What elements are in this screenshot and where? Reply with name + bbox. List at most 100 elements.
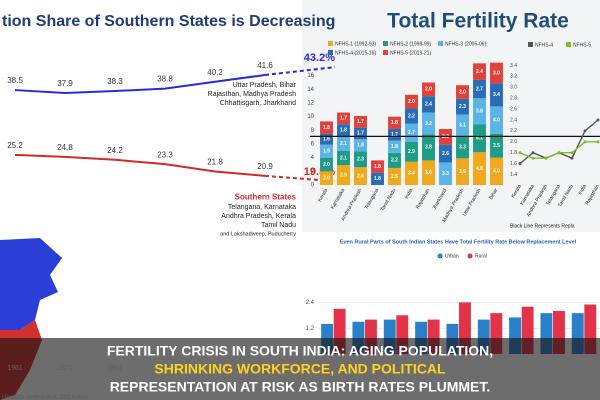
legend-swatch [528, 42, 533, 47]
y-tick-label: 1.6 [510, 161, 517, 167]
y-tick-label: 1.4 [510, 172, 517, 178]
bar [415, 321, 428, 354]
series-point [557, 151, 561, 155]
series-point [570, 156, 574, 160]
bar-segment [320, 133, 333, 145]
data-label: 21.8 [207, 158, 223, 167]
series-point [596, 118, 600, 122]
y-tick-label: 10 [307, 114, 314, 120]
bar-segment [320, 171, 333, 185]
data-label: 1.8 [323, 125, 330, 131]
bar [365, 319, 377, 354]
bar-segment [337, 165, 350, 185]
data-label: 2.3 [442, 134, 449, 140]
data-label: 2.3 [357, 157, 364, 163]
bar-segment [337, 124, 350, 137]
bar-segment [388, 128, 401, 141]
data-label: 24.2 [107, 146, 123, 155]
bar-segment [320, 121, 333, 134]
data-label: 4.0 [493, 117, 500, 123]
series-point [518, 162, 522, 166]
y-tick-label: 12 [307, 101, 314, 107]
data-label: 2.3 [459, 104, 466, 110]
bar-segment [439, 162, 452, 185]
data-label: 2.0 [408, 99, 415, 105]
bar-segment [405, 108, 418, 124]
legend-label: NFHS-4 (2015-16) [335, 50, 376, 56]
data-label: 1.7 [391, 132, 398, 138]
bar-segment [405, 141, 418, 162]
data-label: 1.8 [357, 143, 364, 149]
data-label: 4.1 [476, 136, 483, 142]
bar [352, 321, 365, 354]
bar-segment [490, 83, 503, 107]
data-label: 1.8 [340, 128, 347, 134]
data-label: 25.2 [7, 141, 23, 150]
data-label: 2.6 [442, 151, 449, 157]
data-label: 3.4 [408, 171, 415, 177]
legend-label: Urban [445, 253, 459, 259]
data-label: 1.7 [357, 131, 364, 137]
data-label: 3.8 [476, 109, 483, 115]
data-label: 2.0 [323, 162, 330, 168]
bar-segment [473, 152, 486, 185]
series-point [570, 151, 574, 155]
data-label: 2.2 [391, 158, 398, 164]
bar-segment [422, 82, 435, 97]
bar-segment [473, 79, 486, 99]
series-point [518, 151, 522, 155]
y-tick-label: 3.4 [510, 63, 517, 69]
bar [571, 313, 584, 354]
legend-label: NFHS-5 [573, 42, 591, 48]
bar [521, 306, 534, 354]
data-label: 41.6 [257, 61, 273, 70]
y-tick-label: 2.4 [510, 117, 517, 123]
bar-segment [473, 98, 486, 125]
data-label: 3.0 [493, 70, 500, 76]
data-label: 2.6 [357, 173, 364, 179]
caption-band [0, 338, 600, 400]
y-tick-label: 2.4 [306, 300, 315, 306]
bar-segment [456, 135, 469, 159]
bar-segment [388, 116, 401, 129]
data-label: 38.8 [157, 75, 173, 84]
bar-segment [490, 133, 503, 158]
y-tick-label: 2.2 [510, 128, 517, 134]
bar-segment [320, 157, 333, 172]
y-tick-label: 3.2 [510, 74, 517, 80]
bar-segment [490, 157, 503, 185]
bar-segment [422, 96, 435, 113]
bar-segment [422, 112, 435, 135]
series-line [14, 153, 266, 177]
legend-label: NFHS-2 (1998-99) [390, 41, 431, 47]
data-label: 3.2 [425, 121, 432, 127]
bar-segment [354, 139, 367, 152]
bar-segment [473, 124, 486, 153]
data-label: 2.7 [476, 86, 483, 92]
bar-segment [456, 158, 469, 185]
bar [553, 311, 565, 354]
legend-swatch [566, 42, 571, 47]
y-tick-label: 2.6 [510, 106, 517, 112]
bar [584, 304, 597, 354]
data-label: 2.9 [340, 172, 347, 178]
series-projection [264, 66, 336, 76]
data-label: 2.5 [391, 174, 398, 180]
data-label: 2.4 [425, 102, 432, 108]
data-label: 3.3 [459, 144, 466, 150]
data-label: 2.7 [408, 130, 415, 136]
data-label: 1.9 [323, 149, 330, 155]
bar-segment [371, 172, 384, 185]
data-label: 2.0 [459, 89, 466, 95]
data-label: 3.1 [459, 123, 466, 129]
data-label: 20.9 [257, 162, 273, 171]
data-label: 3.9 [459, 169, 466, 175]
data-label: 4.0 [493, 169, 500, 175]
legend-swatch [383, 50, 388, 55]
y-tick-label: 2.8 [510, 96, 517, 102]
data-label: 24.8 [57, 143, 73, 152]
bar-segment [490, 106, 503, 134]
bar-segment [473, 63, 486, 80]
annotation: Tamil Nadu [261, 222, 296, 229]
